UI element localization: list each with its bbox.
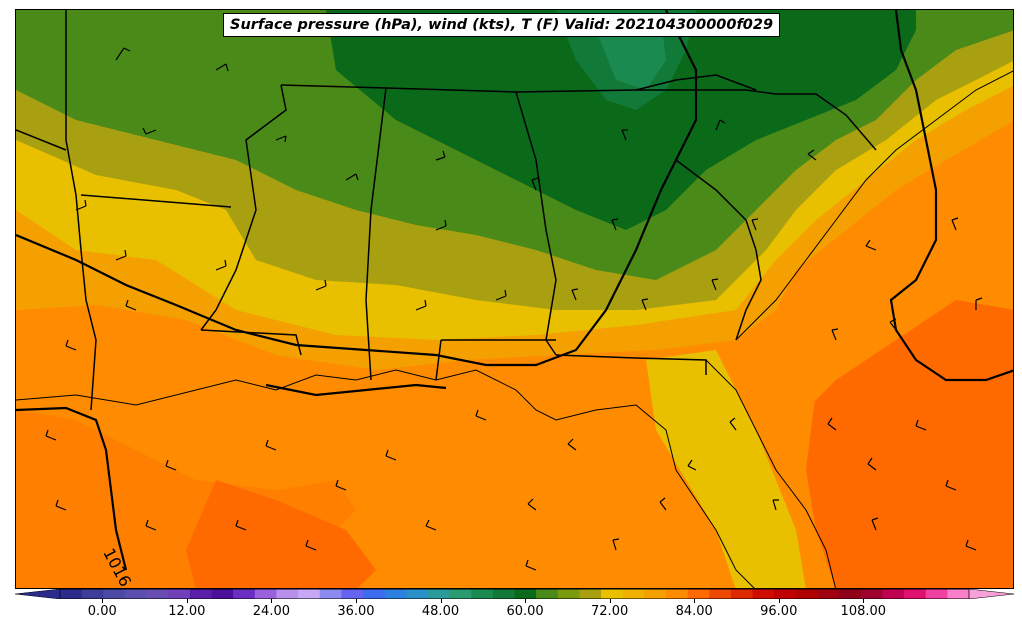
colorbar-segment <box>774 589 797 599</box>
colorbar-tick-label: 108.00 <box>840 604 887 619</box>
colorbar-tick-label: 12.00 <box>168 604 206 619</box>
colorbar-tick <box>525 599 527 603</box>
colorbar-segment <box>666 589 689 599</box>
colorbar-segment <box>449 589 472 599</box>
colorbar-segment <box>189 589 212 599</box>
colorbar-segment <box>363 589 386 599</box>
isobars <box>16 10 1013 571</box>
colorbar-segment <box>211 589 234 599</box>
colorbar-extend-low <box>15 589 61 599</box>
colorbar-tick-label: 96.00 <box>760 604 798 619</box>
colorbar-segment <box>124 589 148 599</box>
colorbar-segment <box>622 589 645 599</box>
temp-region-hot-east <box>806 290 1013 588</box>
colorbar-tick-label: 72.00 <box>591 604 629 619</box>
coastline <box>16 369 755 588</box>
wind-barbs <box>45 47 983 571</box>
colorbar-tick <box>186 599 188 603</box>
colorbar-segment <box>839 589 862 599</box>
colorbar-segment <box>752 589 775 599</box>
colorbar-tick-label: 24.00 <box>252 604 290 619</box>
colorbar-extend-high <box>968 589 1014 599</box>
colorbar-segment <box>795 589 818 599</box>
coastline-atlantic <box>735 70 1013 341</box>
colorbar-segment <box>60 589 83 599</box>
colorbar-tick <box>778 599 780 603</box>
colorbar-segment <box>298 589 321 599</box>
colorbar-tick-label: 84.00 <box>675 604 713 619</box>
colorbar-segment <box>81 589 104 599</box>
colorbar <box>15 589 1014 599</box>
colorbar-tick <box>102 599 104 603</box>
colorbar-segment <box>146 589 169 599</box>
colorbar-tick <box>355 599 357 603</box>
colorbar-segment <box>579 589 602 599</box>
colorbar-segment <box>904 589 927 599</box>
colorbar-segment <box>947 589 970 599</box>
colorbar-tick <box>863 599 865 603</box>
colorbar-segment <box>254 589 277 599</box>
coastline-east-florida <box>705 359 837 588</box>
colorbar-segment <box>471 589 494 599</box>
colorbar-tick <box>271 599 273 603</box>
colorbar-segment <box>168 589 191 599</box>
colorbar-segment <box>233 589 256 599</box>
colorbar-tick-label: 0.00 <box>87 604 117 619</box>
colorbar-segment <box>103 589 126 599</box>
temp-region-band-51 <box>596 20 666 90</box>
colorbar-segment <box>860 589 883 599</box>
temp-region-hot-southwest <box>186 480 376 588</box>
colorbar-segment <box>384 589 407 599</box>
colorbar-segment <box>514 589 537 599</box>
colorbar-segment <box>536 589 559 599</box>
colorbar-segment <box>730 589 754 599</box>
colorbar-segment <box>882 589 905 599</box>
colorbar-segment <box>709 589 732 599</box>
colorbar-segment <box>557 589 580 599</box>
temp-region-florida <box>646 350 806 588</box>
weather-map <box>16 10 1013 588</box>
map-panel <box>15 9 1014 589</box>
colorbar-segment <box>341 589 364 599</box>
colorbar-segment <box>601 589 624 599</box>
colorbar-tick <box>609 599 611 603</box>
colorbar-segment <box>925 589 948 599</box>
colorbar-segment <box>276 589 299 599</box>
colorbar-segment <box>817 589 840 599</box>
colorbar-segment <box>427 589 451 599</box>
colorbar-segment <box>687 589 710 599</box>
colorbar-tick <box>694 599 696 603</box>
colorbar-tick-label: 36.00 <box>337 604 375 619</box>
colorbar-labels: 0.00 12.00 24.00 36.00 48.00 60.00 72.00 84.00 9… <box>0 604 1022 624</box>
temp-region-band-57 <box>326 10 916 230</box>
colorbar-tick <box>440 599 442 603</box>
colorbar-segment <box>406 589 429 599</box>
colorbar-segment <box>492 589 515 599</box>
temp-region-east-mid <box>776 200 1013 410</box>
chart-title: Surface pressure (hPa), wind (kts), T (F… <box>223 13 781 37</box>
colorbar-segment <box>644 589 667 599</box>
colorbar-tick-label: 48.00 <box>421 604 460 619</box>
colorbar-tick-label: 60.00 <box>506 604 544 619</box>
colorbar-border <box>59 589 970 599</box>
colorbar-segment <box>319 589 342 599</box>
